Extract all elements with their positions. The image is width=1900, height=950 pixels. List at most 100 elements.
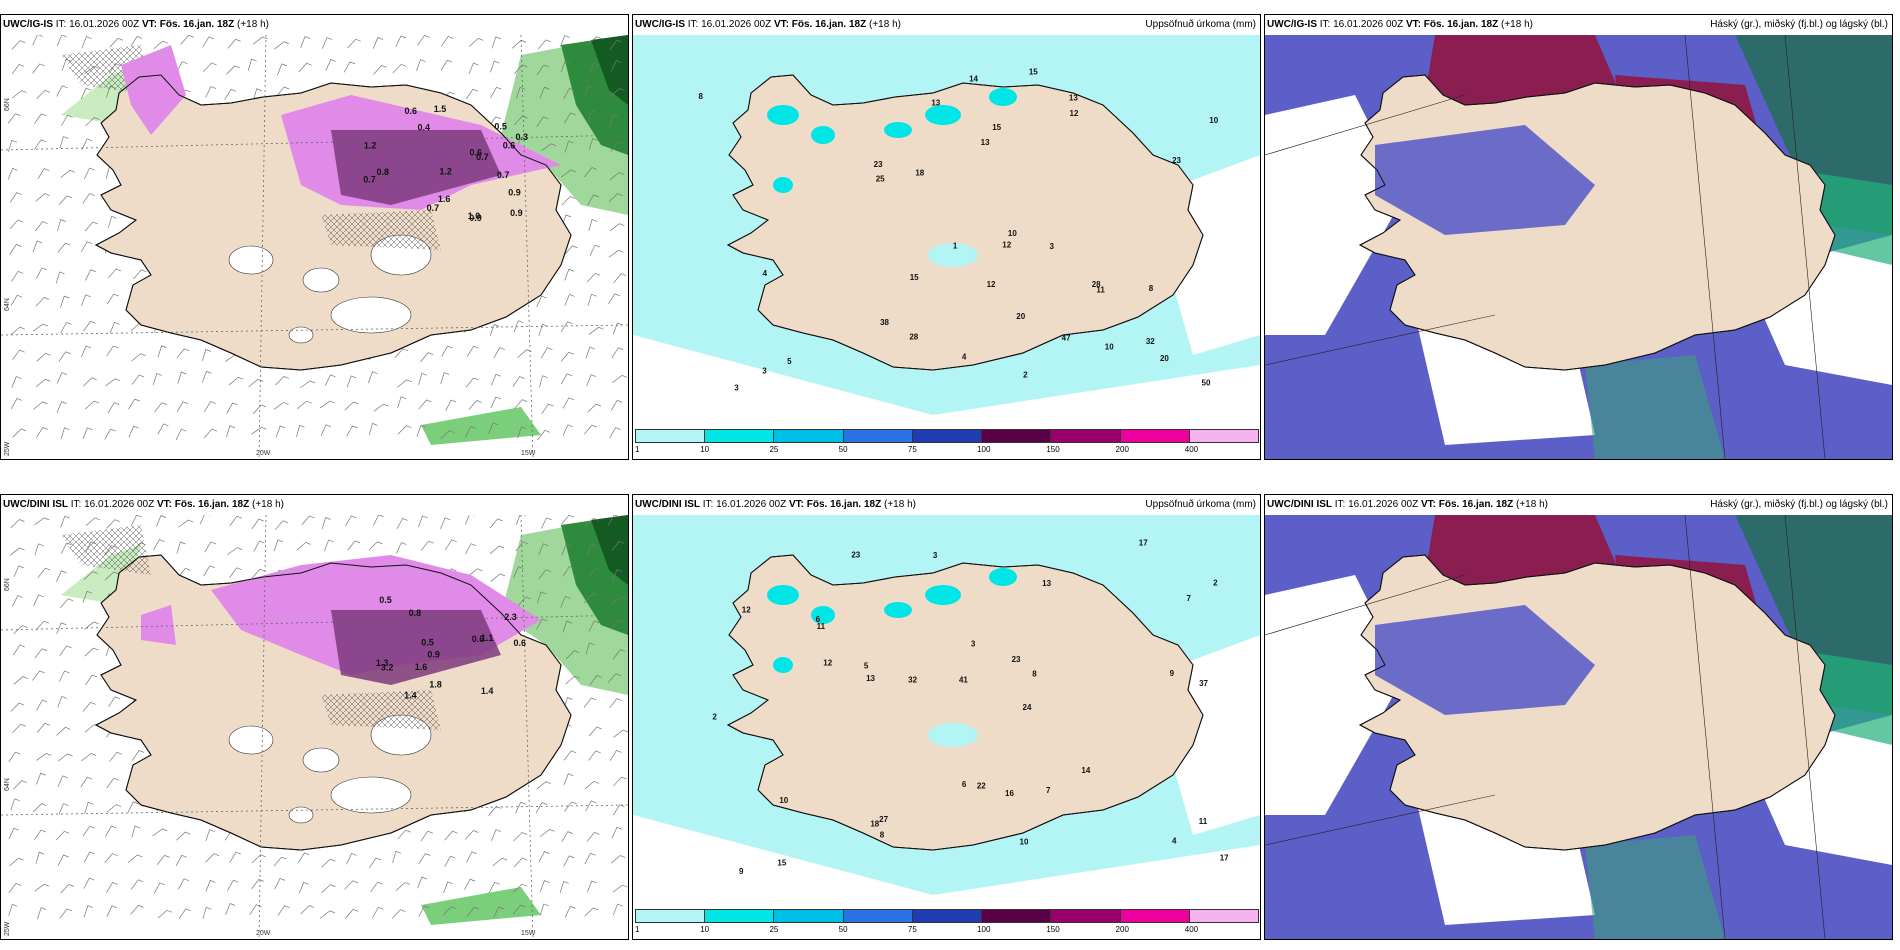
- wind-value-label: 1.2: [439, 167, 452, 177]
- precip-value-label: 3: [1049, 242, 1054, 251]
- green-fields: [61, 35, 628, 445]
- wind-value-label: 0.5: [379, 595, 392, 605]
- wind-value-label: 1.4: [481, 686, 494, 696]
- precip-value-label: 11: [817, 622, 826, 631]
- axis-label: 25W: [4, 441, 11, 456]
- precip-value-label: 38: [880, 318, 889, 327]
- valid-label: VT:: [156, 499, 172, 510]
- precip-value-label: 10: [1008, 229, 1017, 238]
- precip-values: 9112312148244132222337132716181279106543…: [712, 539, 1229, 876]
- lead-time: (+18 h): [1501, 19, 1533, 30]
- valid-time: Fös. 16.jan. 18Z: [174, 499, 250, 510]
- colorbar-swatch: [1188, 429, 1259, 443]
- wind-value-label: 0.9: [510, 208, 523, 218]
- colorbar-tick: 1: [635, 445, 640, 454]
- colorbar-tick: 10: [700, 445, 710, 454]
- colorbar-swatch: [773, 429, 844, 443]
- precip-value-label: 4: [763, 269, 768, 278]
- precip-value-label: 27: [879, 815, 888, 824]
- precip-value-label: 23: [1172, 156, 1181, 165]
- wind-value-label: 1.3: [376, 658, 389, 668]
- colorbar-tick: 100: [977, 445, 991, 454]
- valid-time: Fös. 16.jan. 18Z: [1423, 19, 1499, 30]
- colorbar-swatch: [1188, 909, 1259, 923]
- cloud-map[interactable]: [1265, 35, 1892, 459]
- init-time: IT: 16.01.2026 00Z: [702, 499, 787, 510]
- wind-value-label: 2.3: [504, 612, 517, 622]
- wind-map[interactable]: 0.9 0.7 0.5 0.6 0.4 1.0 0.3 0.8 1.2 0.7 1.5 0.6 0.7 0…: [1, 35, 628, 459]
- panel-precip-bottom: UWC/DINI ISL IT: 16.01.2026 00Z VT: Fös.…: [632, 494, 1261, 940]
- precip-value-label: 10: [1209, 116, 1218, 125]
- wind-value-label: 0.9: [508, 188, 521, 198]
- purple-fields: [121, 45, 561, 210]
- precip-map[interactable]: 3 8 10 12 13 15 32 13 10 38 50 25 28 14 47 23 28 4 1 10 8 5 4 3…: [633, 35, 1260, 459]
- valid-label: VT:: [1420, 499, 1436, 510]
- precip-value-label: 20: [1016, 312, 1025, 321]
- colorbar-swatch: [1119, 909, 1190, 923]
- wind-value-label: 0.6: [405, 106, 418, 116]
- wind-value-label: 1.6: [415, 662, 428, 672]
- precip-value-label: 13: [981, 138, 990, 147]
- model-name: UWC/DINI ISL: [1267, 499, 1332, 510]
- lead-time: (+18 h): [884, 499, 916, 510]
- panel-header: UWC/IG-IS IT: 16.01.2026 00Z VT: Fös. 16…: [1, 15, 628, 35]
- precip-value-label: 13: [1042, 579, 1051, 588]
- precip-value-label: 12: [823, 658, 832, 667]
- precip-value-label: 14: [969, 74, 978, 83]
- lead-time: (+18 h): [237, 19, 269, 30]
- precip-value-label: 25: [876, 174, 885, 183]
- colorbar-swatch: [981, 429, 1052, 443]
- colorbar-swatch: [911, 909, 983, 923]
- wind-value-label: 1.0: [468, 211, 481, 221]
- precip-value-label: 12: [1070, 109, 1079, 118]
- axis-label: 15W: [521, 930, 536, 937]
- hatch-area: [61, 525, 151, 575]
- colorbar-tick: 75: [907, 445, 917, 454]
- precip-value-label: 1: [953, 242, 958, 251]
- panel-header: UWC/IG-IS IT: 16.01.2026 00Z VT: Fös. 16…: [1265, 15, 1892, 35]
- wind-value-label: 1.8: [429, 679, 442, 689]
- cloud-map[interactable]: [1265, 515, 1892, 939]
- axis-labels: 66N 64N 25W 20W 15W: [4, 98, 536, 457]
- colorbar-tick: 150: [1046, 445, 1060, 454]
- colorbar-swatch: [842, 429, 913, 443]
- precip-map[interactable]: 9 11 23 12 14 8 24 41 32 22 23 37 13 27 16 18 12 7 9 10 6 5 4 3…: [633, 515, 1260, 939]
- precip-value-label: 20: [1160, 354, 1169, 363]
- purple-fields: [141, 555, 541, 685]
- valid-time: Fös. 16.jan. 18Z: [1438, 499, 1514, 510]
- model-name: UWC/IG-IS: [635, 19, 685, 30]
- colorbar-swatch: [704, 909, 775, 923]
- wind-value-label: 0.3: [516, 132, 529, 142]
- valid-time: Fös. 16.jan. 18Z: [806, 499, 882, 510]
- precip-value-label: 12: [987, 280, 996, 289]
- colorbar-tick: 25: [769, 445, 779, 454]
- wind-value-label: 0.5: [494, 121, 507, 131]
- precip-value-label: 10: [779, 796, 788, 805]
- precip-value-label: 5: [787, 357, 792, 366]
- precip-value-label: 8: [1032, 670, 1037, 679]
- axis-label: 66N: [4, 578, 11, 591]
- valid-label: VT:: [141, 19, 157, 30]
- precip-value-label: 22: [977, 782, 986, 791]
- wind-value-label: 0.7: [497, 170, 510, 180]
- precip-value-label: 17: [1139, 539, 1148, 548]
- precip-value-label: 32: [1146, 337, 1155, 346]
- precip-value-label: 17: [1220, 853, 1229, 862]
- wind-value-label: 1.6: [438, 194, 451, 204]
- panel-cloud-bottom: UWC/DINI ISL IT: 16.01.2026 00Z VT: Fös.…: [1264, 494, 1893, 940]
- wind-map[interactable]: 0.6 1.4 1.1 0.9 1.8 0.8 0.5 1.3 1.6 0.6 3.2 0.5 1.4 2…: [1, 515, 628, 939]
- precip-value-label: 50: [1202, 379, 1211, 388]
- precip-value-label: 13: [1069, 93, 1078, 102]
- precip-value-label: 8: [1149, 284, 1154, 293]
- precip-value-label: 11: [1199, 817, 1208, 826]
- precip-value-label: 2: [1213, 578, 1218, 587]
- wind-values: 0.90.70.50.60.41.00.30.8 1.20.71.50.60.70…: [363, 104, 528, 223]
- precip-value-label: 6: [962, 780, 967, 789]
- precip-cores: [767, 88, 1017, 267]
- colorbar-tick: 1: [635, 925, 640, 934]
- init-time: IT: 16.01.2026 00Z: [687, 19, 772, 30]
- panel-wind-top: UWC/IG-IS IT: 16.01.2026 00Z VT: Fös. 16…: [0, 14, 629, 460]
- precip-value-label: 12: [1002, 241, 1011, 250]
- precip-value-label: 7: [1046, 786, 1051, 795]
- precip-value-label: 16: [1005, 789, 1014, 798]
